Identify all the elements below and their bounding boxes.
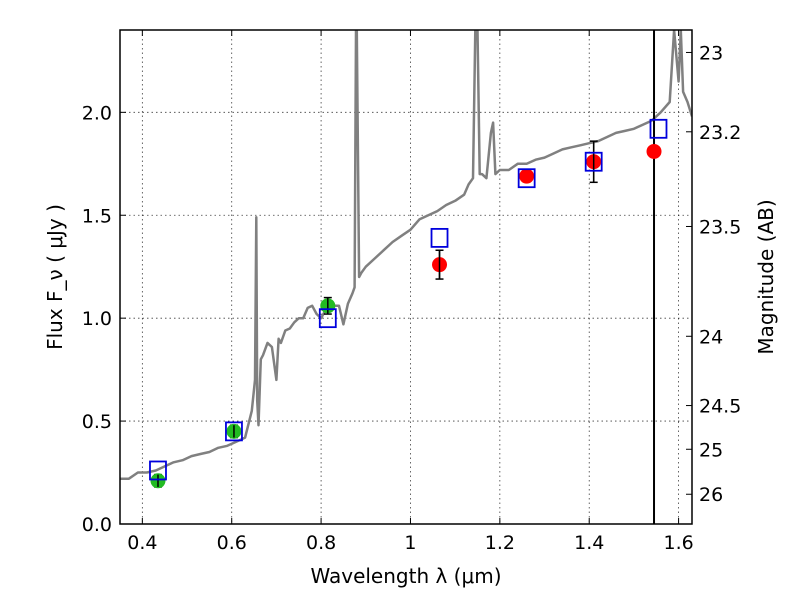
model-square-marker <box>149 460 167 481</box>
model-square-marker <box>584 151 603 172</box>
mag-tick-label: 24 <box>699 326 723 348</box>
mag-tick-label: 24.5 <box>699 396 741 418</box>
plot-background <box>120 30 692 524</box>
model-square-marker <box>318 308 337 329</box>
x-tick-label: 1.2 <box>485 532 515 554</box>
mag-tick-label: 26 <box>699 484 723 506</box>
data-layer <box>120 30 692 524</box>
model-square-marker <box>430 227 449 248</box>
x-tick-label: 1.4 <box>574 532 604 554</box>
x-tick-label: 0.8 <box>306 532 336 554</box>
model-square-marker <box>517 168 536 189</box>
axes: 0.4 0.6 0.8 1 1.2 1.4 1.6 0.0 0.5 1.0 1.5 2.0 23 23.2… <box>82 30 741 554</box>
x-tick-label: 0.6 <box>217 532 247 554</box>
x-tick-label: 0.4 <box>127 532 157 554</box>
x-tick-label: 1.6 <box>663 532 693 554</box>
grid-lines <box>120 30 692 524</box>
mag-tick-label: 25 <box>699 439 723 461</box>
x-axis-label: Wavelength λ (μm) <box>310 564 501 588</box>
y-axis-label: Flux F_ν ( μJy ) <box>43 204 67 350</box>
mag-tick-label: 23.2 <box>699 122 741 144</box>
spectrum-line <box>120 30 692 480</box>
plot-frame <box>119 29 693 525</box>
model-square-marker <box>649 118 668 139</box>
mag-tick-label: 23 <box>699 42 723 64</box>
photometry-point <box>646 143 662 159</box>
y-tick-label: 1.0 <box>82 308 112 330</box>
photometry-point <box>519 168 535 184</box>
y-tick-label: 0.5 <box>82 411 112 433</box>
mag-tick-label: 23.5 <box>699 216 741 238</box>
y-tick-label: 1.5 <box>82 205 112 227</box>
y2-axis-label: Magnitude (AB) <box>754 199 778 354</box>
y-tick-label: 2.0 <box>82 102 112 124</box>
y-tick-label: 0.0 <box>82 514 112 536</box>
model-square-marker <box>225 421 243 442</box>
x-tick-label: 1 <box>404 532 416 554</box>
